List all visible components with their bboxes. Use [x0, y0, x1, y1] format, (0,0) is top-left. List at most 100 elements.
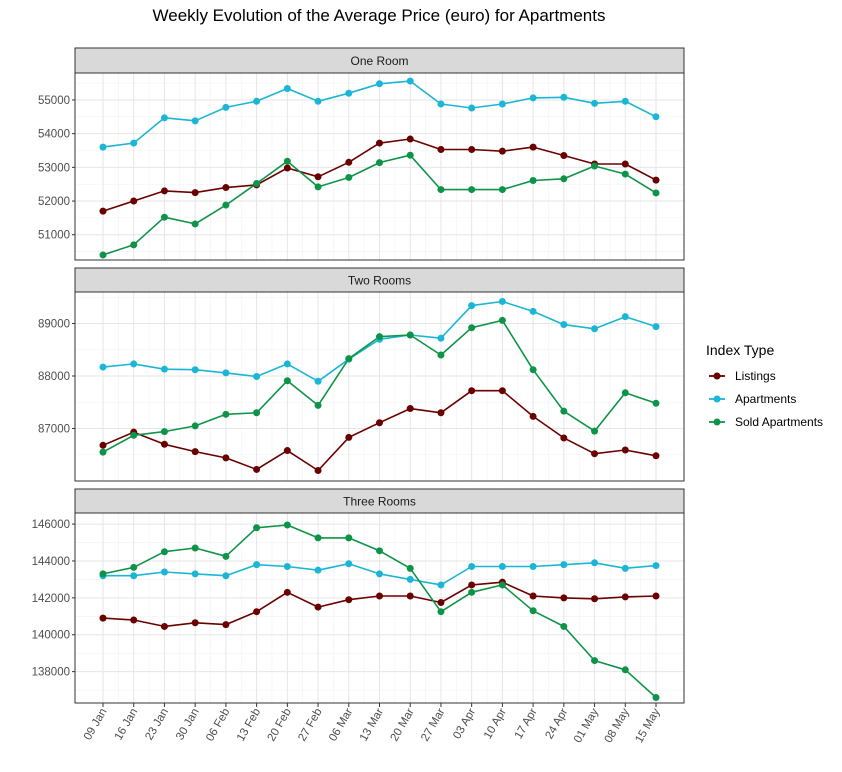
- data-point-sold-apartments: [652, 189, 660, 197]
- panel-one-room: One Room 51000 52000 53000 54000 55000: [38, 47, 685, 261]
- data-point-apartments: [468, 302, 476, 310]
- data-point-sold-apartments: [191, 422, 199, 430]
- data-point-apartments: [529, 94, 537, 102]
- y-tick-label: 55000: [38, 95, 70, 107]
- data-point-apartments: [283, 562, 291, 570]
- data-point-apartments: [652, 562, 660, 570]
- y-tick-label: 140000: [32, 630, 70, 642]
- data-point-listings: [406, 405, 414, 413]
- x-tick-label: 17 Apr: [513, 706, 540, 741]
- y-tick-label: 53000: [38, 162, 70, 174]
- legend-item-listings: Listings: [709, 369, 776, 383]
- data-point-apartments: [191, 117, 199, 125]
- data-point-sold-apartments: [406, 151, 414, 159]
- data-point-listings: [468, 145, 476, 153]
- data-point-sold-apartments: [591, 162, 599, 170]
- data-point-apartments: [191, 366, 199, 374]
- data-point-listings: [560, 594, 568, 602]
- y-axis-one-room: 51000 52000 53000 54000 55000: [38, 95, 75, 242]
- y-axis-three-rooms: 138000 140000 142000 144000 146000: [32, 519, 75, 679]
- data-point-sold-apartments: [498, 581, 506, 589]
- data-point-listings: [560, 434, 568, 442]
- data-point-sold-apartments: [99, 448, 107, 456]
- x-tick-label: 16 Jan: [113, 707, 141, 743]
- data-point-sold-apartments: [621, 389, 629, 397]
- data-point-apartments: [560, 93, 568, 101]
- data-point-listings: [406, 135, 414, 143]
- data-point-listings: [99, 441, 107, 449]
- series-group-two-rooms: [99, 297, 660, 474]
- data-point-apartments: [498, 562, 506, 570]
- data-point-sold-apartments: [314, 183, 322, 191]
- legend: Index Type Listings Apartments Sold Apar…: [706, 342, 823, 429]
- data-point-sold-apartments: [99, 251, 107, 259]
- y-tick-label: 142000: [32, 593, 70, 605]
- data-point-listings: [130, 197, 138, 205]
- data-point-sold-apartments: [314, 401, 322, 409]
- data-point-sold-apartments: [191, 220, 199, 228]
- strip-label-one-room: One Room: [350, 54, 408, 68]
- data-point-listings: [160, 622, 168, 630]
- data-point-sold-apartments: [253, 180, 261, 188]
- series-group-one-room: [99, 77, 660, 259]
- data-point-apartments: [529, 562, 537, 570]
- y-tick-label: 89000: [38, 319, 70, 331]
- data-point-sold-apartments: [468, 324, 476, 332]
- data-point-sold-apartments: [222, 552, 230, 560]
- data-point-apartments: [222, 369, 230, 377]
- data-point-sold-apartments: [468, 588, 476, 596]
- legend-key-point-sold-apartments: [713, 418, 721, 426]
- data-point-apartments: [314, 97, 322, 105]
- data-point-apartments: [621, 97, 629, 105]
- y-tick-label: 88000: [38, 371, 70, 383]
- data-point-listings: [437, 409, 445, 417]
- data-point-apartments: [591, 559, 599, 567]
- x-tick-label: 01 May: [572, 706, 601, 745]
- data-point-apartments: [560, 561, 568, 569]
- data-point-listings: [621, 160, 629, 168]
- data-point-apartments: [591, 325, 599, 333]
- data-point-sold-apartments: [345, 355, 353, 363]
- data-point-sold-apartments: [160, 213, 168, 221]
- data-point-sold-apartments: [345, 173, 353, 181]
- panels: One Room 51000 52000 53000 54000 55000 Two Roo…: [32, 47, 685, 704]
- data-point-apartments: [130, 139, 138, 147]
- data-point-listings: [253, 465, 261, 473]
- data-point-sold-apartments: [314, 534, 322, 542]
- data-point-listings: [283, 164, 291, 172]
- chart-title: Weekly Evolution of the Average Price (e…: [153, 6, 606, 25]
- data-point-listings: [376, 419, 383, 427]
- data-point-sold-apartments: [437, 186, 445, 194]
- data-point-sold-apartments: [437, 351, 445, 359]
- data-point-listings: [222, 454, 230, 462]
- data-point-listings: [652, 452, 660, 460]
- data-point-sold-apartments: [222, 201, 230, 209]
- y-tick-label: 146000: [32, 519, 70, 531]
- legend-title: Index Type: [706, 342, 774, 358]
- data-point-sold-apartments: [283, 521, 291, 529]
- panel-three-rooms: Three Rooms 138000 140000 142000 144000 14600…: [32, 488, 685, 704]
- y-axis-two-rooms: 87000 88000 89000: [38, 319, 75, 436]
- data-point-sold-apartments: [253, 524, 261, 532]
- data-point-listings: [314, 173, 322, 181]
- data-point-listings: [529, 143, 537, 151]
- data-point-sold-apartments: [652, 399, 660, 407]
- data-point-sold-apartments: [130, 563, 138, 571]
- strip-three-rooms: [74, 488, 685, 514]
- data-point-apartments: [222, 103, 230, 111]
- data-point-apartments: [376, 570, 383, 578]
- legend-label-apartments: Apartments: [735, 392, 796, 406]
- legend-label-listings: Listings: [735, 369, 776, 383]
- data-point-apartments: [652, 323, 660, 331]
- data-point-apartments: [283, 84, 291, 92]
- legend-key-point-listings: [713, 372, 721, 380]
- y-tick-label: 54000: [38, 129, 70, 141]
- data-point-apartments: [283, 360, 291, 368]
- data-point-apartments: [99, 143, 107, 151]
- data-point-listings: [222, 184, 230, 192]
- data-point-apartments: [253, 561, 261, 569]
- data-point-sold-apartments: [130, 431, 138, 439]
- data-point-listings: [376, 592, 383, 600]
- data-point-apartments: [406, 575, 414, 583]
- data-point-listings: [253, 608, 261, 616]
